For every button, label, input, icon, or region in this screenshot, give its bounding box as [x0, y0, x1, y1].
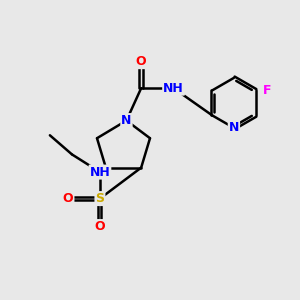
Text: O: O: [63, 192, 74, 205]
Text: F: F: [262, 84, 271, 97]
Text: N: N: [229, 122, 239, 134]
Text: NH: NH: [163, 82, 184, 95]
Text: NH: NH: [90, 166, 110, 178]
Text: N: N: [121, 114, 132, 127]
Text: O: O: [136, 55, 146, 68]
Text: O: O: [94, 220, 105, 233]
Text: S: S: [95, 192, 104, 205]
